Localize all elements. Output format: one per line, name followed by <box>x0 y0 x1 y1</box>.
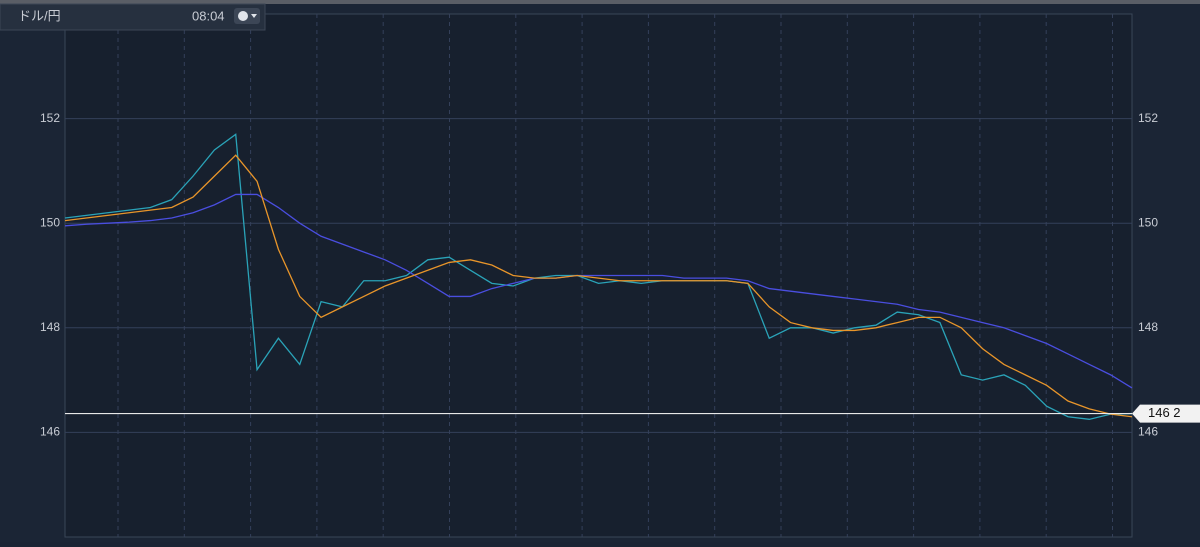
y-tick-label-left: 146 <box>40 425 60 439</box>
price-tag: 146 2 <box>1148 405 1181 420</box>
price-tag-bg <box>1132 404 1200 423</box>
top-strip <box>0 0 1200 4</box>
pair-title: ドル/円 <box>18 8 61 23</box>
y-tick-label-right: 146 <box>1138 425 1158 439</box>
y-tick-label-right: 150 <box>1138 215 1158 229</box>
y-tick-label-left: 152 <box>40 111 60 125</box>
info-icon[interactable] <box>238 11 248 21</box>
dropdown-arrow[interactable] <box>251 14 257 18</box>
y-tick-label-left: 150 <box>40 215 60 229</box>
y-tick-label-right: 148 <box>1138 320 1158 334</box>
series-line <box>64 154 1133 418</box>
vertical-grid <box>117 14 1113 537</box>
series-line <box>64 193 1133 389</box>
header <box>0 3 266 31</box>
y-tick-label-left: 148 <box>40 320 60 334</box>
series-line <box>64 133 1133 420</box>
y-tick-label-right: 152 <box>1138 111 1158 125</box>
time-label: 08:04 <box>192 8 225 23</box>
